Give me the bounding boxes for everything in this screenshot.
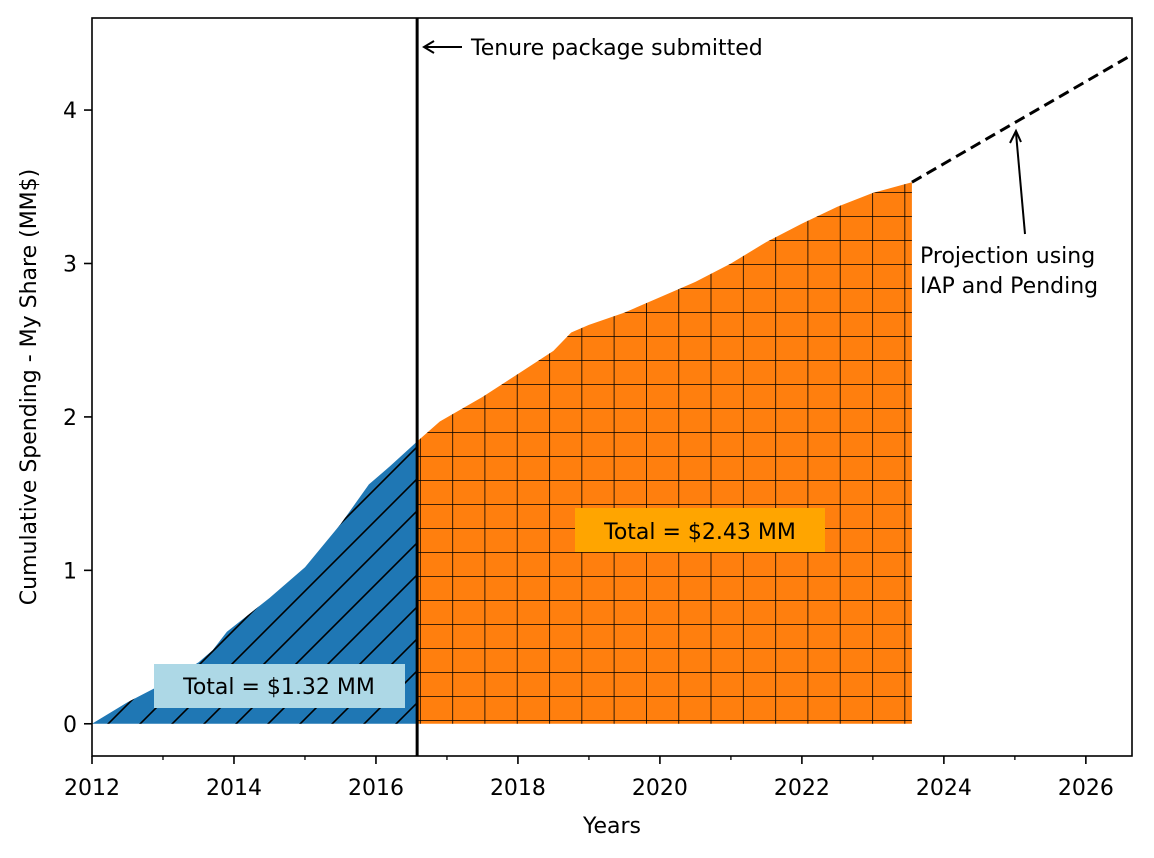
tenure-annotation: Tenure package submitted: [422, 36, 763, 61]
total-label-blue-text: Total = $1.32 MM: [182, 675, 375, 700]
x-tick-label-2026: 2026: [1058, 776, 1114, 801]
y-axis-label: Cumulative Spending - My Share (MM$): [17, 169, 42, 605]
y-tick-label-0: 0: [63, 713, 77, 738]
y-tick-label-3: 3: [63, 252, 77, 277]
x-tick-label-2020: 2020: [632, 776, 688, 801]
series-layer: [92, 18, 1132, 756]
total-label-orange-text: Total = $2.43 MM: [603, 520, 796, 545]
area-series-2-hatch: [417, 182, 912, 724]
axes-layer: 2012 2014 2016 2018 2020 2022 2024 2026 0 1 2 3 4: [63, 17, 1133, 801]
y-tick-label-4: 4: [63, 99, 77, 124]
y-tick-label-2: 2: [63, 406, 77, 431]
x-tick-label-2024: 2024: [916, 776, 972, 801]
total-label-orange-bg: [575, 508, 825, 552]
tenure-annotation-text: Tenure package submitted: [470, 36, 763, 61]
y-tick-label-1: 1: [63, 559, 77, 584]
x-tick-label-2018: 2018: [490, 776, 546, 801]
projection-arrow-shaft: [1015, 132, 1026, 235]
projection-annotation-line-1: Projection using: [920, 244, 1095, 269]
projection-annotation-line-2: IAP and Pending: [920, 274, 1098, 299]
total-label-orange: Total = $2.43 MM: [575, 508, 825, 552]
plot-frame: [91, 17, 1133, 757]
total-label-blue-bg: [154, 664, 405, 708]
total-label-blue: Total = $1.32 MM: [154, 664, 405, 708]
plot-area: [92, 18, 1132, 756]
x-tick-label-2016: 2016: [348, 776, 404, 801]
x-tick-label-2022: 2022: [774, 776, 830, 801]
projection-arrow-head: [1009, 128, 1022, 144]
x-tick-label-2014: 2014: [206, 776, 262, 801]
tenure-arrow-head: [422, 40, 435, 54]
x-axis-label: Years: [582, 814, 641, 839]
area-series-1-hatch: [92, 441, 418, 724]
projection-line: [911, 53, 1132, 184]
projection-annotation: Projection using IAP and Pending: [920, 128, 1098, 299]
x-tick-label-2012: 2012: [64, 776, 120, 801]
